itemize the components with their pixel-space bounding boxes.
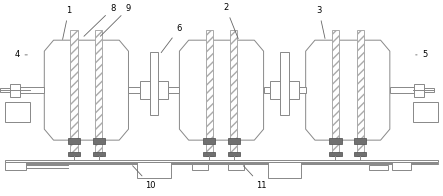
Bar	[392, 162, 411, 170]
Bar	[228, 164, 244, 170]
Bar	[5, 163, 438, 164]
Bar	[137, 162, 171, 178]
Bar	[268, 162, 301, 178]
Text: 5: 5	[416, 50, 428, 59]
Bar	[354, 152, 366, 156]
Text: 8: 8	[84, 4, 116, 36]
Bar	[128, 87, 140, 93]
Bar	[280, 52, 289, 115]
Bar	[357, 30, 364, 156]
Bar	[264, 87, 270, 93]
Bar	[354, 138, 366, 144]
Bar	[424, 88, 434, 92]
Text: 2: 2	[223, 3, 238, 39]
Bar	[140, 81, 168, 99]
Bar	[332, 30, 339, 156]
Text: 3: 3	[316, 6, 325, 38]
Bar	[5, 102, 30, 122]
Bar	[5, 162, 26, 170]
Bar	[230, 30, 237, 156]
Bar	[93, 152, 105, 156]
Bar	[270, 81, 299, 99]
Bar	[93, 138, 105, 144]
Bar	[203, 152, 215, 156]
Polygon shape	[179, 40, 264, 140]
Text: 4: 4	[14, 50, 27, 59]
Bar	[150, 52, 159, 115]
Bar	[228, 138, 240, 144]
Bar	[206, 30, 213, 156]
Bar	[70, 30, 78, 156]
Bar	[95, 30, 102, 156]
Bar	[168, 87, 179, 93]
Bar	[10, 84, 20, 96]
Bar	[68, 138, 80, 144]
Bar	[228, 152, 240, 156]
Bar	[5, 160, 438, 162]
Bar	[329, 138, 342, 144]
Polygon shape	[306, 40, 390, 140]
Text: 6: 6	[161, 24, 182, 53]
Text: 9: 9	[100, 4, 131, 36]
Bar	[20, 87, 44, 93]
Bar	[414, 84, 424, 96]
Bar	[369, 165, 388, 170]
Bar	[329, 152, 342, 156]
Bar	[413, 102, 438, 122]
Polygon shape	[44, 40, 128, 140]
Bar	[192, 164, 208, 170]
Bar	[299, 87, 306, 93]
Text: 11: 11	[243, 166, 267, 190]
Text: 1: 1	[62, 6, 71, 39]
Bar	[0, 88, 10, 92]
Bar	[390, 87, 414, 93]
Bar	[68, 152, 80, 156]
Text: 10: 10	[132, 166, 156, 190]
Bar	[203, 138, 215, 144]
